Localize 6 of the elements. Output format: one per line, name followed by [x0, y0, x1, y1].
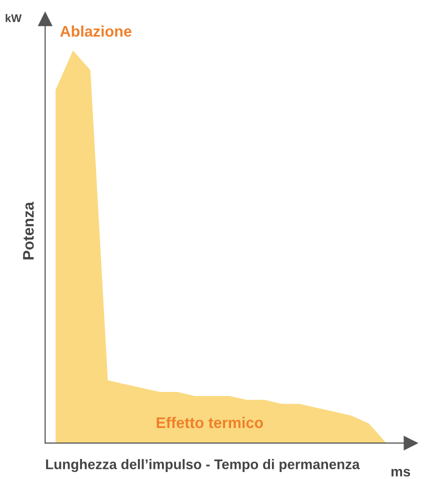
y-axis-title: Potenza	[23, 202, 34, 260]
text: ms	[391, 468, 410, 476]
text: kW	[6, 14, 22, 22]
x-axis-title: Lunghezza dell’impulso - Tempo di permanenza	[46, 459, 360, 472]
annotation: Effetto termico	[156, 416, 263, 428]
text: Ablazione	[60, 26, 132, 37]
